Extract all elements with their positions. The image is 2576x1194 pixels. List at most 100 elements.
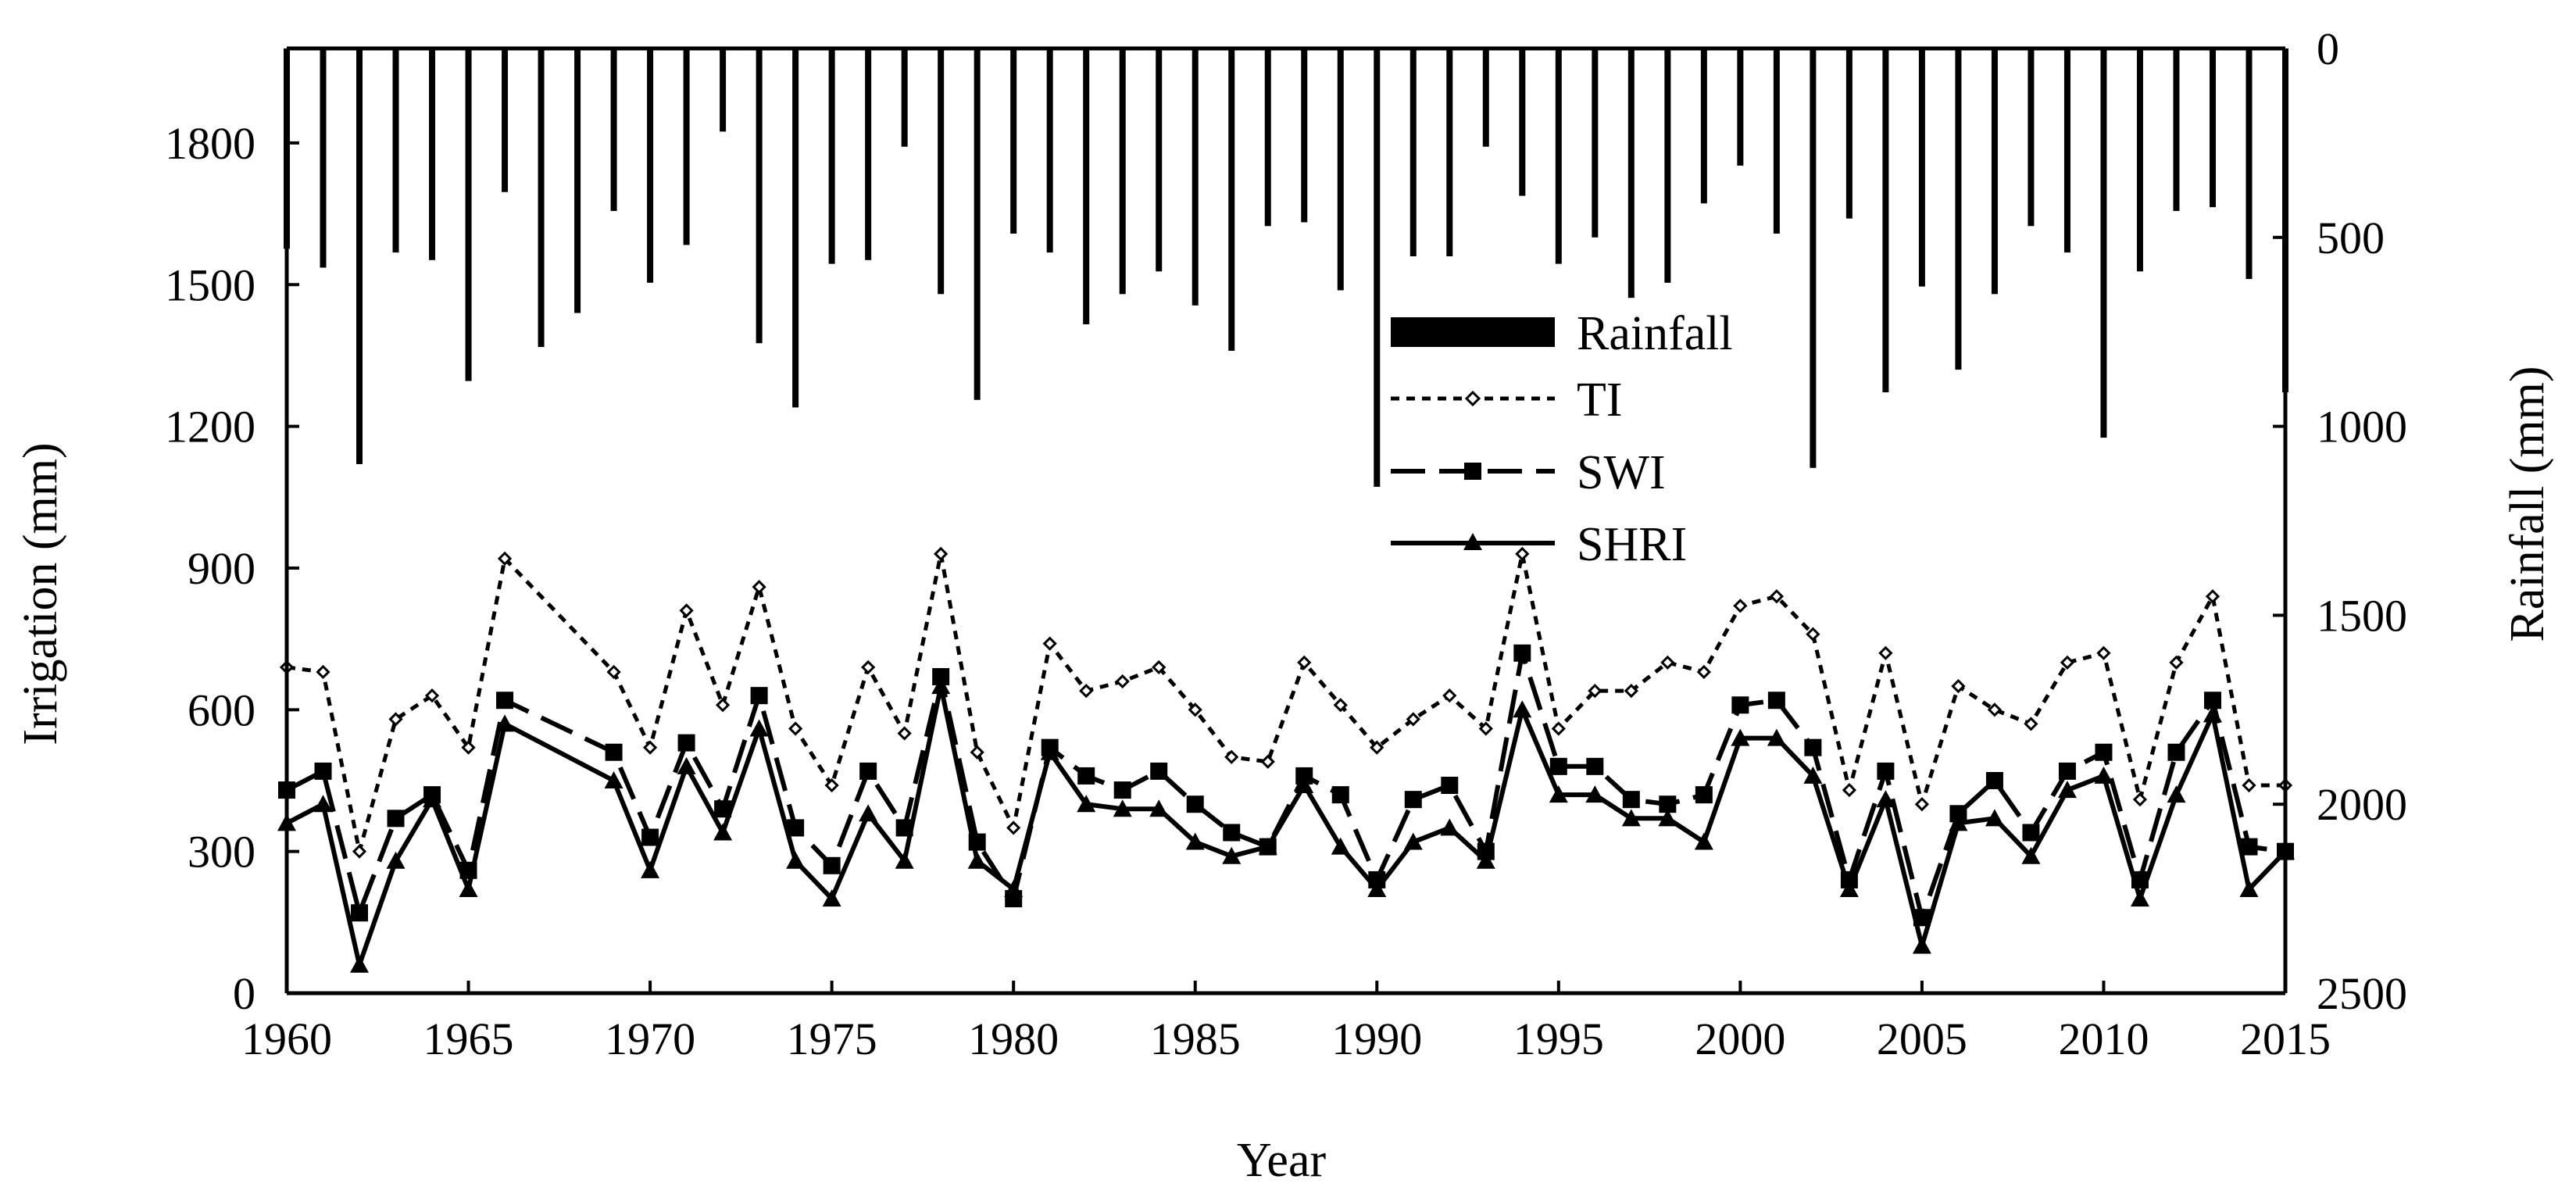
rainfall-bar-2012 [2173, 48, 2180, 211]
series-ti-point-2003 [1842, 782, 1857, 798]
rainfall-bar-1998 [1664, 48, 1671, 283]
rainfall-bar-2009 [2063, 48, 2070, 253]
rainfall-bar-1968 [574, 48, 581, 313]
series-shri-point-1986 [1222, 846, 1242, 864]
rainfall-bar-2003 [1845, 48, 1853, 219]
series-shri-point-1966 [495, 714, 515, 732]
series-ti-point-1996 [1588, 683, 1602, 699]
series-swi-point-1991 [1404, 791, 1422, 809]
series-ti-point-1981 [1042, 636, 1057, 651]
x-tick-label-2015: 2015 [2240, 1013, 2331, 1064]
series-ti-point-2007 [1987, 702, 2003, 717]
series-shri-point-1961 [313, 795, 333, 813]
series-ti-point-1971 [679, 603, 694, 618]
y-right-tick-label-0: 0 [2317, 23, 2339, 74]
rainfall-bar-1979 [974, 48, 981, 400]
series-ti-point-1998 [1660, 655, 1675, 670]
rainfall-bars [284, 48, 2288, 487]
series-shri-point-2001 [1767, 728, 1786, 746]
series-ti-point-1974 [788, 721, 803, 736]
series-swi-point-2006 [1949, 805, 1967, 823]
rainfall-bar-1993 [1482, 48, 1489, 147]
series-swi-point-1984 [1150, 762, 1168, 780]
tick-labels: 1960 1965 1970 1975 1980 1985 1990 1995 2000 2005… [165, 23, 2407, 1064]
rainfall-bar-2011 [2136, 48, 2143, 272]
rainfall-bar-1990 [1374, 48, 1381, 487]
series-ti-point-1986 [1224, 749, 1239, 764]
series-swi-point-1970 [641, 828, 659, 846]
series-ti-point-1989 [1333, 698, 1348, 713]
series-ti-point-1990 [1370, 740, 1384, 755]
series-ti-point-1965 [461, 740, 476, 755]
x-tick-label-1960: 1960 [241, 1013, 332, 1064]
rainfall-bar-1991 [1409, 48, 1417, 256]
series-shri-point-1978 [931, 677, 951, 695]
series-ti-point-1983 [1115, 674, 1130, 689]
series-ti-point-1979 [970, 745, 984, 760]
series-ti-point-2000 [1733, 599, 1748, 613]
series-shri-point-1998 [1658, 809, 1677, 827]
series-ti-point-1984 [1152, 660, 1167, 675]
rainfall-bar-1996 [1592, 48, 1599, 238]
series-shri-point-2013 [2203, 705, 2222, 723]
rainfall-bar-1980 [1010, 48, 1017, 234]
y-left-tick-label-0: 0 [233, 968, 255, 1019]
rainfall-bar-2010 [2100, 48, 2107, 438]
series-shri-point-1992 [1440, 818, 1459, 836]
series-ti-point-1966 [497, 551, 513, 566]
y-right-tick-label-2500: 2500 [2317, 968, 2407, 1019]
rainfall-bar-1978 [938, 48, 945, 295]
series-swi-point-1966 [496, 692, 514, 710]
rainfall-bar-2005 [1918, 48, 1925, 287]
series-shri-point-1975 [822, 889, 841, 907]
rainfall-bar-1984 [1156, 48, 1163, 272]
series-swi-point-1976 [859, 762, 877, 780]
y-axis-title-left: Irrigation (mm) [14, 442, 67, 745]
series-swi-point-1995 [1549, 757, 1567, 775]
series-shri-point-1962 [350, 955, 370, 973]
series-shri-point-1965 [459, 880, 478, 898]
series-shri-point-2003 [1839, 880, 1859, 898]
y-right-tick-label-1000: 1000 [2317, 402, 2407, 452]
rainfall-bar-1972 [720, 48, 727, 132]
rainfall-bar-1964 [429, 48, 436, 260]
rainfall-bar-2004 [1882, 48, 1889, 393]
rainfall-bar-1985 [1192, 48, 1199, 306]
rainfall-bar-1977 [901, 48, 908, 147]
series-swi-point-1989 [1331, 786, 1349, 804]
rainfall-bar-2014 [2246, 48, 2253, 279]
rainfall-bar-1982 [1083, 48, 1090, 325]
series-swi-point-1963 [387, 810, 405, 828]
rainfall-bar-1971 [683, 48, 690, 245]
series-swi-point-1975 [823, 856, 841, 874]
legend-rainfall-swatch [1391, 317, 1555, 347]
series-ti-point-1988 [1297, 655, 1312, 670]
rainfall-bar-1961 [320, 48, 327, 268]
series-ti-point-2009 [2060, 655, 2075, 670]
x-tick-label-2010: 2010 [2058, 1013, 2149, 1064]
series-ti-point-1993 [1478, 721, 1493, 736]
series-swi-point-2009 [2058, 762, 2076, 780]
series-ti-point-2002 [1806, 627, 1820, 642]
series-swi-point-1994 [1513, 644, 1531, 662]
series-shri-point-1970 [641, 860, 660, 878]
rainfall-bar-1966 [502, 48, 509, 192]
series-ti-point-1963 [388, 712, 403, 727]
series-swi-point-2013 [2203, 692, 2221, 710]
series-ti-point-2014 [2242, 778, 2256, 793]
series-ti-line [286, 552, 2285, 854]
series-shri-point-1997 [1621, 809, 1641, 827]
series-shri-point-1964 [423, 790, 442, 808]
series-shri-point-2009 [2057, 781, 2077, 799]
rainfall-bar-1967 [538, 48, 545, 348]
series-ti-point-2004 [1878, 645, 1893, 660]
series-swi-point-1962 [351, 904, 369, 922]
series-shri-point-1977 [895, 851, 914, 869]
series-ti-point-2006 [1951, 678, 1966, 694]
series-shri-point-1963 [386, 851, 406, 869]
series-shri-point-1971 [677, 756, 696, 774]
rainfall-bar-2000 [1737, 48, 1744, 166]
x-axis-title: Year [1237, 1134, 1327, 1187]
series-ti-point-1961 [316, 664, 330, 680]
series-shri-point-1981 [1040, 742, 1059, 760]
